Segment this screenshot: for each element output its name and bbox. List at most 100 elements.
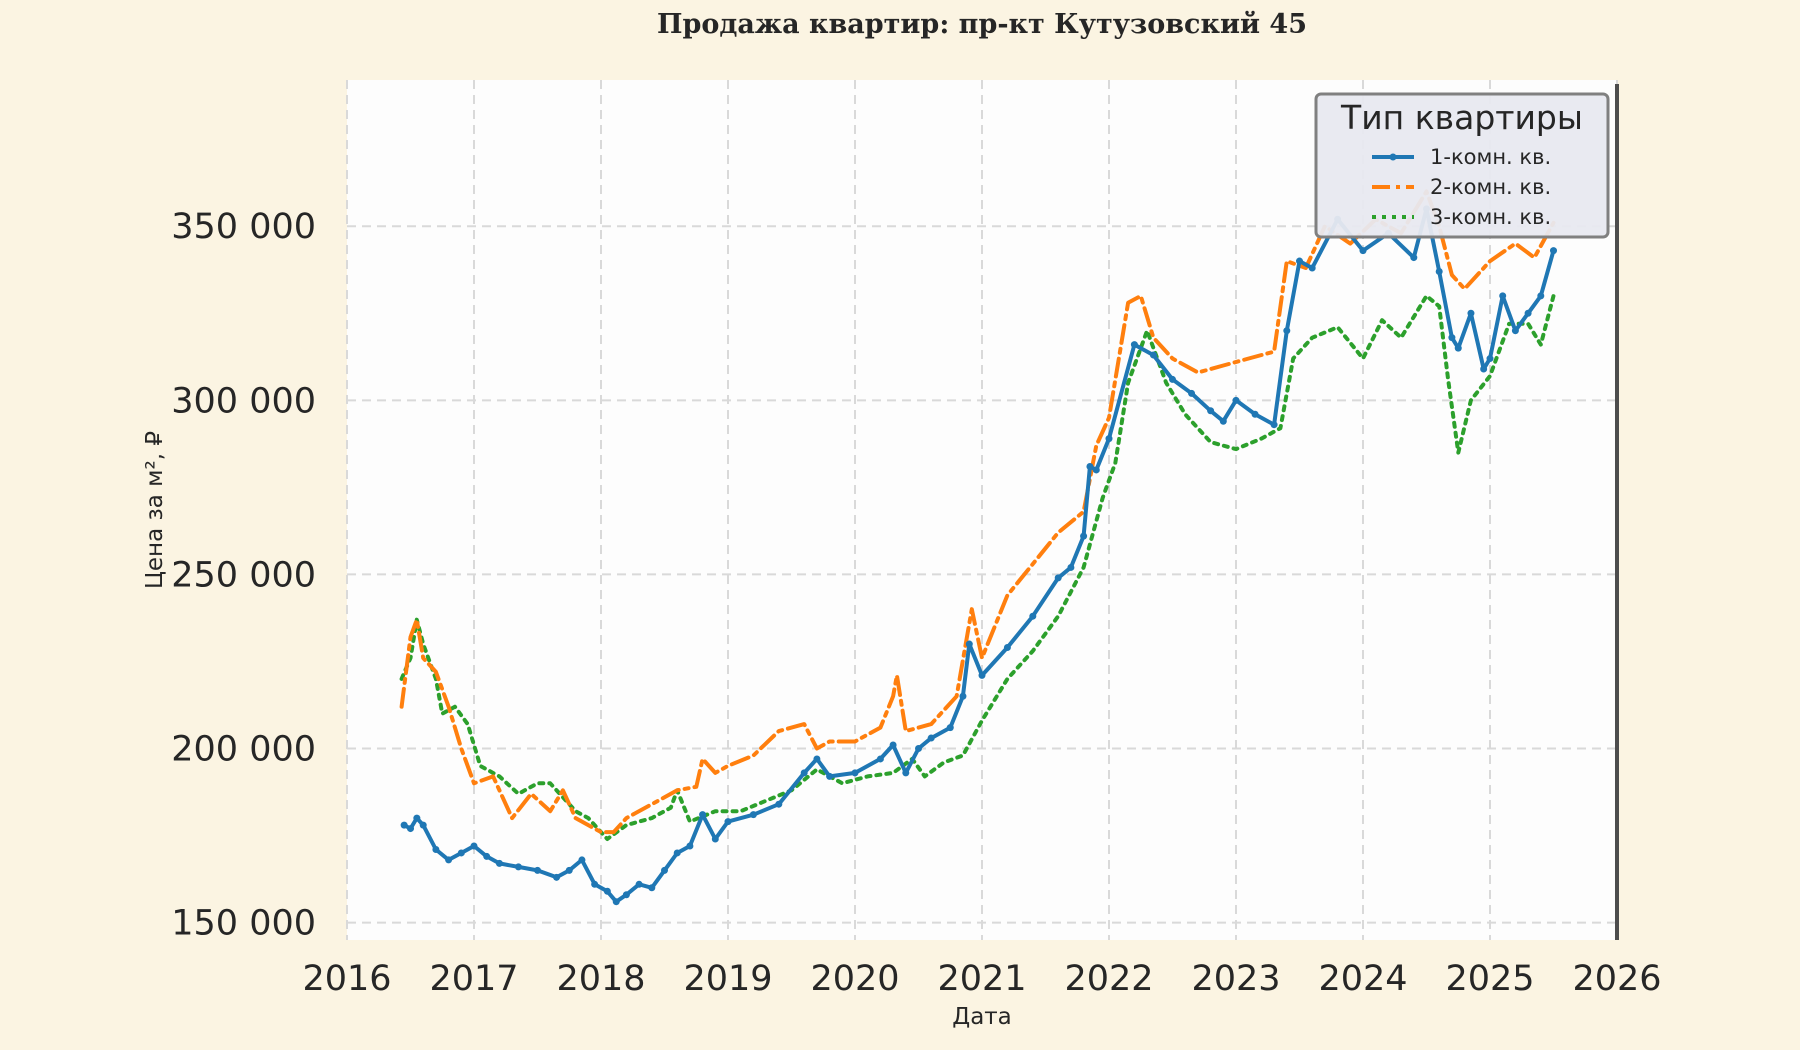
x-tick-label: 2021 [937, 959, 1026, 999]
data-point [889, 741, 897, 749]
data-point [553, 873, 561, 881]
x-tick-label: 2025 [1445, 959, 1534, 999]
legend-label: 1-комн. кв. [1430, 145, 1551, 169]
data-point [1270, 421, 1278, 429]
data-point [648, 884, 656, 892]
y-tick-label: 350 000 [171, 207, 316, 247]
data-point [1105, 435, 1113, 443]
data-point [749, 811, 757, 819]
data-point [661, 866, 668, 874]
data-point [673, 849, 681, 857]
data-point [1251, 410, 1259, 418]
y-tick-label: 200 000 [171, 730, 316, 770]
data-point [1486, 355, 1494, 363]
data-point [1511, 327, 1519, 335]
x-tick-label: 2023 [1191, 959, 1280, 999]
data-point [1410, 254, 1418, 262]
data-point [603, 887, 611, 895]
legend-items: 1-комн. кв. 2-комн. кв. 3-комн. кв. [1372, 145, 1551, 229]
data-point [1308, 264, 1316, 272]
data-point [1054, 574, 1062, 582]
data-point [495, 859, 503, 867]
data-point [1149, 351, 1157, 359]
data-point [565, 866, 573, 874]
data-point [946, 724, 954, 732]
data-point [1537, 292, 1545, 300]
data-point [622, 891, 630, 899]
x-tick-label: 2024 [1318, 959, 1407, 999]
data-point [813, 755, 821, 763]
data-point [432, 845, 440, 853]
data-point [1219, 417, 1227, 425]
data-point [1454, 344, 1462, 352]
legend-marker [1389, 153, 1397, 161]
data-point [578, 856, 586, 864]
chart-title: Продажа квартир: пр-кт Кутузовский 45 [657, 9, 1307, 40]
data-point [419, 821, 427, 829]
legend-label: 3-комн. кв. [1430, 205, 1551, 229]
x-tick-label: 2016 [302, 959, 391, 999]
data-point [724, 818, 732, 826]
data-point [1207, 407, 1215, 415]
data-point [1499, 292, 1507, 300]
data-point [400, 821, 408, 829]
y-axis-label: Цена за м², ₽ [142, 431, 168, 589]
legend-box [1314, 92, 1610, 239]
data-point [1448, 334, 1456, 342]
data-point [457, 849, 465, 857]
data-point [1092, 466, 1100, 474]
data-point [413, 814, 421, 822]
data-point [445, 856, 453, 864]
x-tick-label: 2018 [556, 959, 645, 999]
data-point [699, 811, 707, 819]
data-point [1130, 341, 1138, 349]
data-point [800, 769, 808, 777]
data-point [927, 734, 935, 742]
data-point [1003, 644, 1011, 652]
data-point [1480, 365, 1488, 373]
data-point [1283, 327, 1291, 335]
data-point [1067, 563, 1075, 571]
data-point [635, 880, 643, 888]
data-point [1029, 612, 1037, 620]
data-point [1467, 309, 1475, 317]
data-point [1080, 532, 1088, 540]
data-point [612, 898, 620, 906]
y-tick-label: 300 000 [171, 381, 316, 421]
x-axis-label: Дата [952, 1004, 1012, 1030]
data-point [915, 745, 922, 753]
legend: Тип квартиры 1-комн. кв. 2-комн. кв. 3-ком… [1314, 92, 1610, 239]
data-point [1550, 247, 1557, 255]
y-tick-label: 250 000 [171, 555, 316, 595]
data-point [407, 825, 414, 833]
data-point [851, 769, 859, 777]
x-tick-label: 2020 [810, 959, 899, 999]
x-tick-label: 2026 [1572, 959, 1661, 999]
data-point [711, 835, 719, 843]
data-point [775, 800, 783, 808]
data-point [1435, 267, 1443, 275]
data-point [1188, 389, 1196, 397]
data-point [1232, 396, 1240, 404]
data-point [483, 852, 491, 860]
x-tick-label: 2022 [1064, 959, 1153, 999]
data-point [902, 769, 910, 777]
data-point [686, 842, 694, 850]
data-point [1086, 462, 1094, 470]
data-point [1169, 375, 1176, 383]
data-point [534, 866, 541, 874]
data-point [1524, 309, 1532, 317]
x-tick-label: 2019 [683, 959, 772, 999]
data-point [1359, 247, 1367, 255]
data-point [826, 772, 834, 780]
data-point [965, 640, 973, 648]
data-point [978, 671, 986, 679]
y-tick-label: 150 000 [171, 904, 316, 944]
data-point [591, 880, 599, 888]
data-point [959, 692, 967, 700]
series-line [399, 293, 1556, 841]
x-tick-label: 2017 [429, 959, 518, 999]
legend-title: Тип квартиры [1340, 98, 1583, 137]
